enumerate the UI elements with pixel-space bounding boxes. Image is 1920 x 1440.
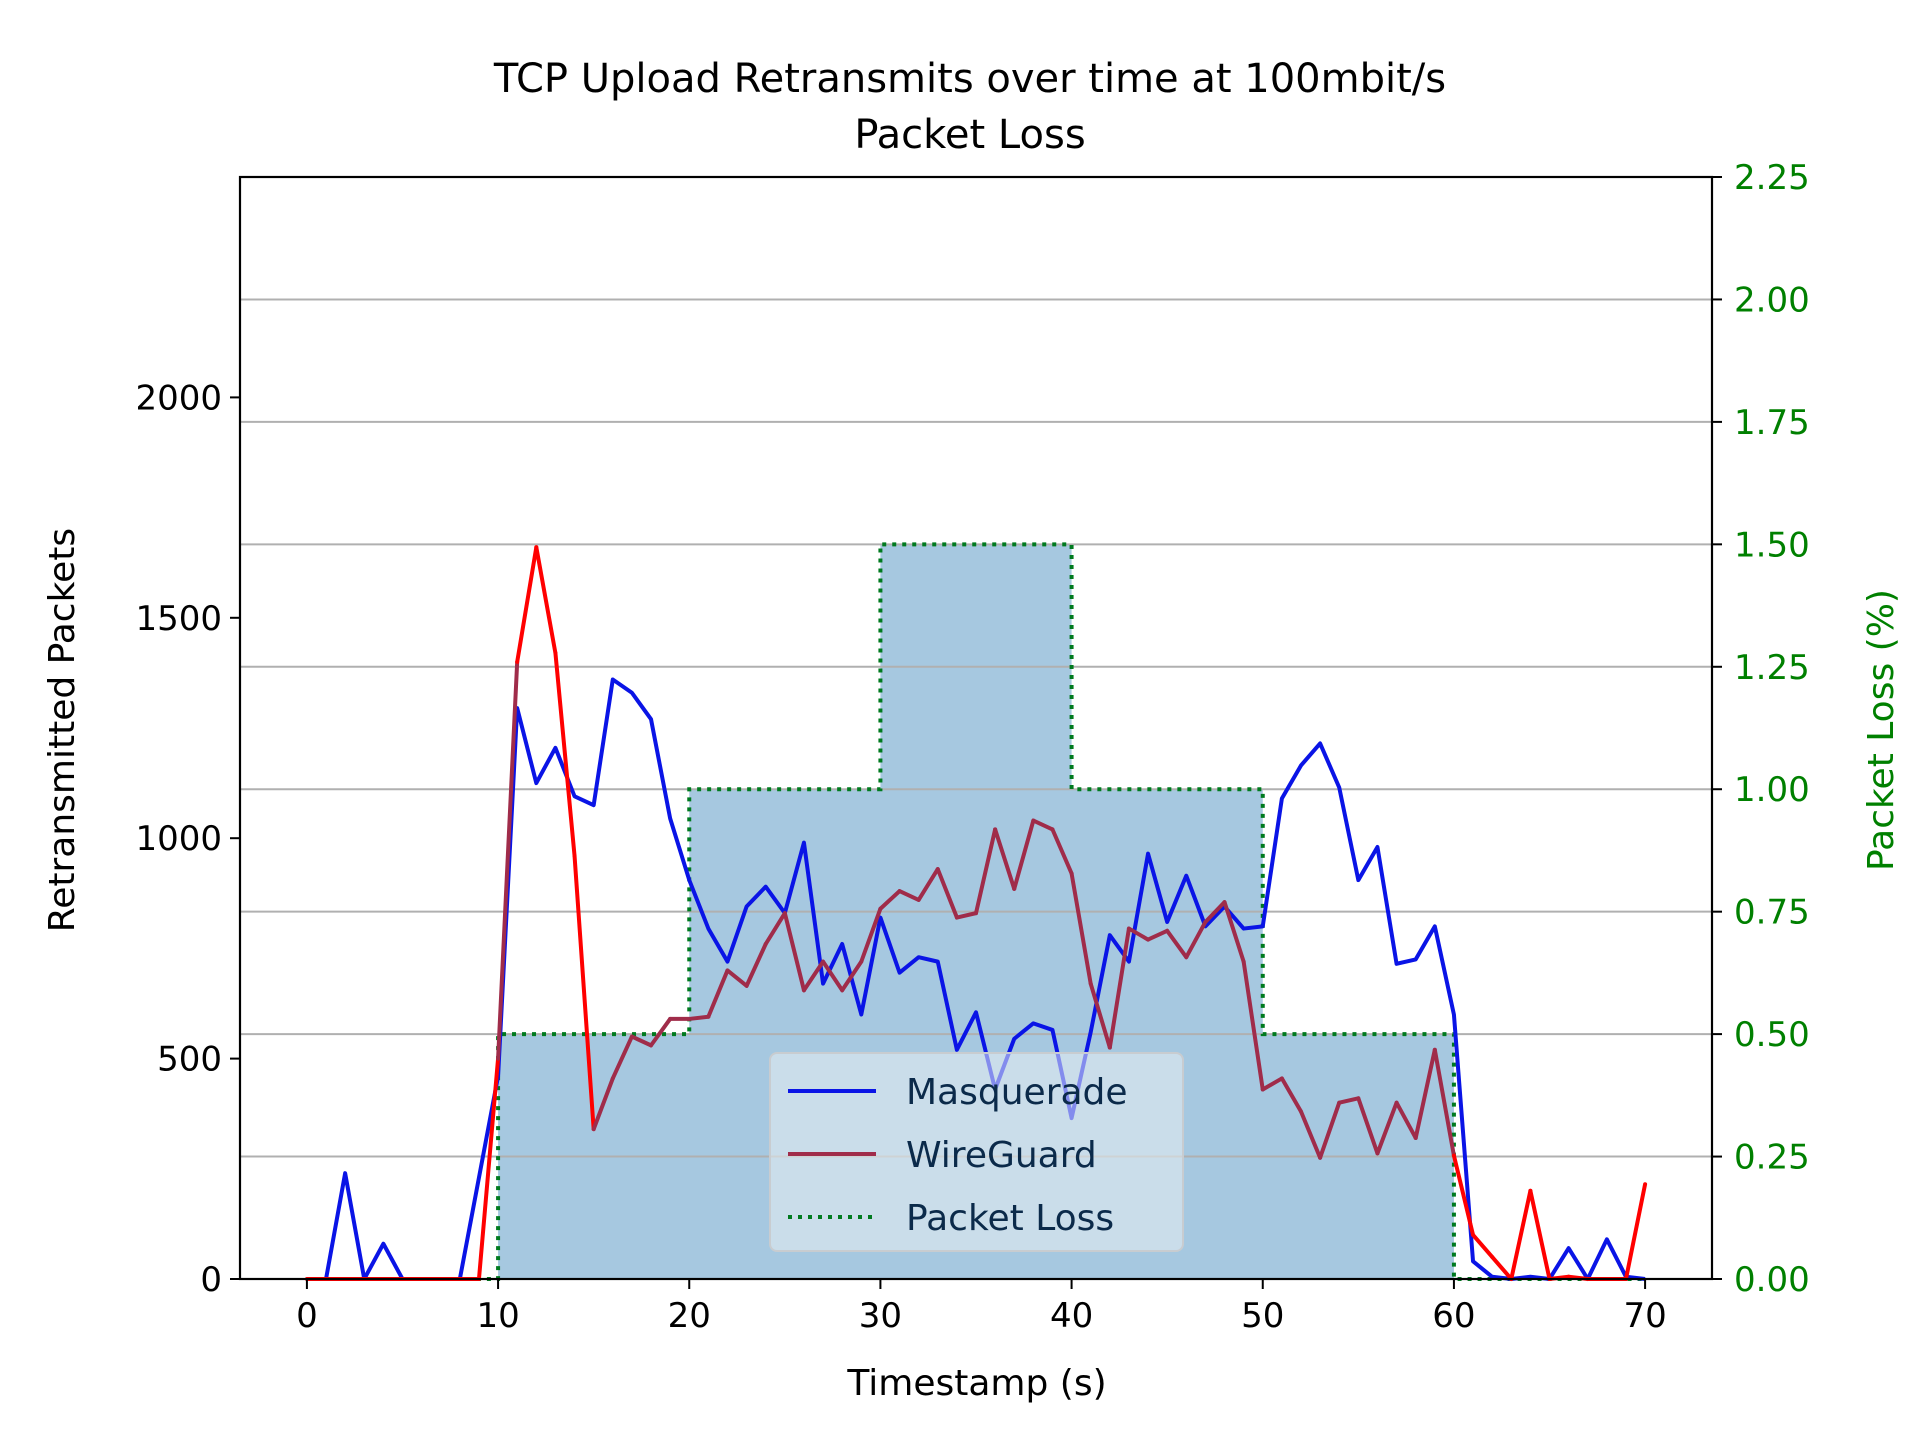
series-segment-wireguard <box>1088 981 1112 1050</box>
series-segment-wireguard <box>1451 1153 1476 1237</box>
y2-tick-label: 1.50 <box>1734 525 1810 565</box>
series-segment-wireguard <box>1241 959 1265 1092</box>
series-segment-wireguard <box>1165 928 1189 960</box>
series-segment-wireguard <box>1012 818 1036 891</box>
x-axis: 0 10 20 30 40 50 60 70 <box>296 1279 1667 1336</box>
y2-tick-label: 0.75 <box>1734 893 1810 933</box>
x-tick-label: 60 <box>1432 1296 1475 1336</box>
y-axis: 0 500 1000 1500 2000 <box>135 378 240 1300</box>
series-segment-wireguard <box>649 1016 673 1048</box>
y2-tick-label: 1.75 <box>1734 403 1810 443</box>
series-segment-wireguard <box>840 959 864 993</box>
series-segment-wireguard <box>553 651 577 858</box>
series-segment-wireguard <box>706 968 730 1019</box>
y2-tick-label: 0.50 <box>1734 1015 1810 1055</box>
series-segment-wireguard <box>1031 818 1055 832</box>
chart-title: TCP Upload Retransmits over time at 100m… <box>493 56 1446 102</box>
series-segment-wireguard <box>1337 1096 1361 1105</box>
series-segment-wireguard <box>763 911 787 946</box>
plot-area <box>238 175 1714 1281</box>
legend: Masquerade WireGuard Packet Loss <box>769 1052 1184 1252</box>
x-tick-label: 30 <box>859 1296 902 1336</box>
series-segment-wireguard <box>1375 1100 1399 1156</box>
packet-loss-line-layer <box>306 542 1646 1281</box>
series-segment-wireguard <box>534 545 558 656</box>
y-tick-label: 1000 <box>135 819 222 859</box>
x-tick-label: 20 <box>668 1296 711 1336</box>
x-tick-label: 40 <box>1050 1296 1093 1336</box>
series-segment-wireguard <box>801 959 826 993</box>
series-segment-wireguard <box>916 867 940 902</box>
chart-subtitle: Packet Loss <box>854 112 1085 158</box>
x-tick-label: 10 <box>476 1296 519 1336</box>
series-segment-wireguard <box>1490 1254 1514 1281</box>
series-segment-wireguard <box>878 889 902 911</box>
series-segment-wireguard <box>1432 1047 1456 1158</box>
y-tick-label: 500 <box>157 1040 222 1080</box>
y2-axis: 0.00 0.25 0.50 0.75 1.00 1.25 1.50 1.75 2.00 2.25 <box>1712 158 1810 1300</box>
y2-axis-label: Packet Loss (%) <box>1861 589 1902 871</box>
series-segment-wireguard <box>1528 1188 1552 1281</box>
y2-tick-label: 0.00 <box>1734 1260 1810 1300</box>
y-tick-label: 2000 <box>135 378 222 418</box>
series-segment-wireguard <box>1509 1188 1533 1281</box>
legend-label-masquerade: Masquerade <box>906 1072 1128 1113</box>
series-segment-wireguard <box>515 545 539 664</box>
series-segment-wireguard <box>725 968 749 988</box>
series-segment-wireguard <box>1318 1100 1342 1160</box>
series-segment-wireguard <box>476 1056 501 1281</box>
series-layer <box>304 545 1648 1281</box>
series-segment-wireguard <box>1298 1109 1323 1160</box>
series-segment-wireguard <box>1126 926 1151 942</box>
series-segment-wireguard <box>974 827 998 916</box>
series-segment-wireguard <box>1146 928 1170 942</box>
y2-tick-label: 2.00 <box>1734 280 1810 320</box>
series-segment-wireguard <box>1623 1182 1648 1281</box>
y2-tick-label: 1.25 <box>1734 648 1810 688</box>
series-segment-wireguard <box>744 941 768 988</box>
series-segment-wireguard <box>1184 919 1208 960</box>
series-segment-wireguard <box>629 1034 654 1048</box>
series-segment-wireguard <box>1050 827 1074 876</box>
series-segment-wireguard <box>591 1076 615 1132</box>
x-tick-label: 0 <box>296 1296 318 1336</box>
y-tick-label: 1500 <box>135 599 222 639</box>
series-segment-wireguard <box>1394 1100 1418 1140</box>
series-segment-wireguard <box>610 1034 634 1081</box>
series-segment-wireguard <box>496 659 520 1061</box>
plot-frame <box>238 175 1714 1281</box>
y-tick-label: 0 <box>200 1260 222 1300</box>
series-line-masquerade <box>306 677 1646 1281</box>
series-segment-wireguard <box>1222 900 1246 964</box>
y2-tick-label: 1.00 <box>1734 770 1810 810</box>
series-segment-wireguard <box>1203 900 1227 924</box>
series-segment-wireguard <box>782 911 806 993</box>
legend-box <box>769 1052 1184 1252</box>
series-segment-wireguard <box>859 906 883 964</box>
series-segment-wireguard <box>1471 1232 1495 1259</box>
series-segment-wireguard <box>1069 871 1093 986</box>
y2-tick-label: 2.25 <box>1734 158 1810 198</box>
y2-tick-label: 0.25 <box>1734 1138 1810 1178</box>
legend-label-wireguard: WireGuard <box>906 1135 1097 1176</box>
series-segment-wireguard <box>993 827 1017 891</box>
packet-loss-line <box>306 542 1646 1281</box>
series-segment-wireguard <box>897 889 921 902</box>
series-segment-wireguard <box>954 911 978 920</box>
series-segment-wireguard <box>1413 1047 1437 1140</box>
legend-label-packet-loss: Packet Loss <box>906 1198 1114 1239</box>
x-axis-label: Timestamp (s) <box>846 1363 1106 1404</box>
x-tick-label: 50 <box>1241 1296 1284 1336</box>
x-tick-label: 70 <box>1623 1296 1666 1336</box>
series-segment-wireguard <box>687 1014 711 1021</box>
series-segment-wireguard <box>1356 1096 1380 1156</box>
series-segment-wireguard <box>935 867 959 920</box>
series-segment-wireguard <box>1260 1076 1284 1092</box>
series-segment-wireguard <box>572 853 596 1132</box>
series-segment-wireguard <box>1107 926 1131 1050</box>
series-segment-wireguard <box>821 959 845 993</box>
series-segment-wireguard <box>1279 1076 1303 1114</box>
y-axis-label: Retransmitted Packets <box>42 528 83 932</box>
